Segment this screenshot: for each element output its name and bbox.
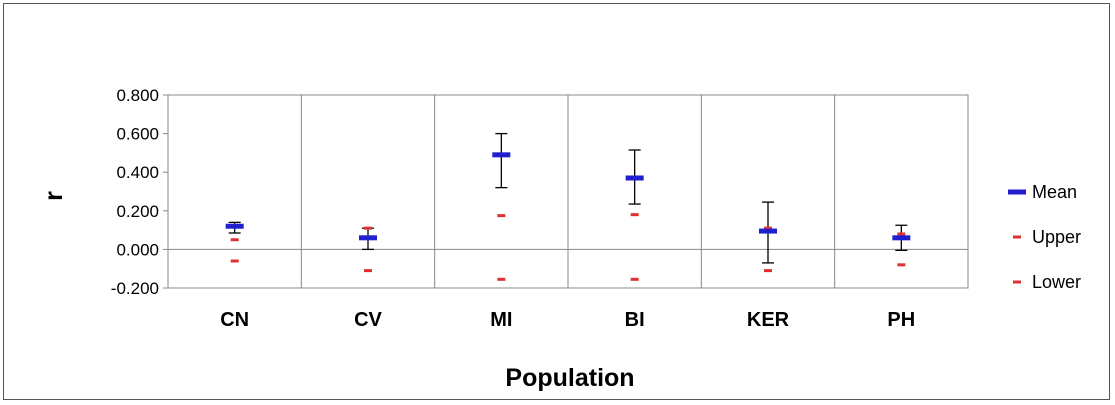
y-tick-label: 0.200 [116, 202, 159, 221]
mean-marker [892, 235, 910, 240]
legend-swatch-lower [1013, 281, 1021, 284]
lower-marker [231, 259, 239, 262]
upper-marker [231, 238, 239, 241]
lower-marker [764, 269, 772, 272]
x-category-label: CV [354, 309, 382, 331]
legend-swatch-upper [1013, 236, 1021, 239]
upper-marker [897, 232, 905, 235]
x-category-label: PH [887, 309, 915, 331]
x-category-label: CN [220, 309, 249, 331]
lower-marker [631, 278, 639, 281]
x-axis-categories: CN CV MI BI KER PH [220, 309, 915, 331]
plot-area [168, 95, 968, 288]
legend: Mean Upper Lower [1008, 182, 1081, 292]
upper-marker [364, 227, 372, 230]
mean-marker [759, 229, 777, 234]
y-tick-label: 0.800 [116, 86, 159, 105]
legend-label: Upper [1032, 227, 1081, 247]
x-category-label: MI [490, 309, 512, 331]
mean-marker [359, 235, 377, 240]
y-axis-ticks: 0.800 0.600 0.400 0.200 0.000 -0.200 [111, 86, 168, 298]
mean-marker [492, 152, 510, 157]
x-category-label: KER [747, 309, 790, 331]
upper-marker [497, 214, 505, 217]
legend-label: Mean [1032, 182, 1077, 202]
y-axis-title: r [40, 191, 68, 201]
x-axis-title: Population [505, 364, 634, 392]
lower-marker [897, 263, 905, 266]
y-tick-label: 0.000 [116, 240, 159, 259]
lower-marker [497, 278, 505, 281]
y-tick-label: 0.600 [116, 125, 159, 144]
x-category-label: BI [625, 309, 645, 331]
mean-marker [226, 224, 244, 229]
legend-swatch-mean [1008, 190, 1026, 195]
lower-marker [364, 269, 372, 272]
mean-marker [626, 175, 644, 180]
y-tick-label: 0.400 [116, 163, 159, 182]
upper-marker [631, 213, 639, 216]
legend-label: Lower [1032, 272, 1081, 292]
y-tick-label: -0.200 [111, 279, 159, 298]
